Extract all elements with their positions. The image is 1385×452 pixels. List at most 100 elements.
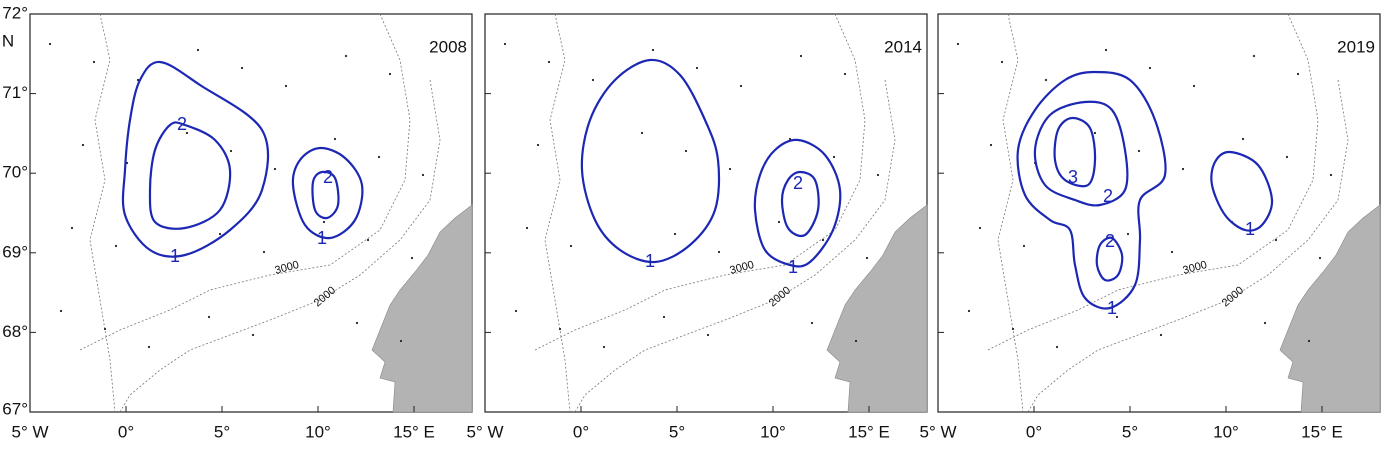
- station: [503, 42, 507, 46]
- station: [989, 143, 993, 147]
- x-tick-label: 5° W: [466, 422, 503, 441]
- bathymetry-line: [987, 13, 1319, 351]
- station: [865, 256, 869, 260]
- station: [207, 315, 211, 319]
- station: [377, 155, 381, 159]
- station: [240, 66, 244, 70]
- contour-label: 1: [1107, 298, 1117, 318]
- x-tick-label: 5° W: [919, 422, 956, 441]
- y-tick-label: 70°: [2, 163, 28, 182]
- y-axis-unit: N: [2, 31, 14, 50]
- bathymetry-line: [544, 13, 571, 413]
- station: [1137, 149, 1141, 153]
- station: [1263, 321, 1267, 325]
- contour-label: 2: [323, 167, 333, 187]
- station: [262, 250, 266, 254]
- contour-line: [780, 170, 820, 238]
- x-tick-label: 10°: [305, 422, 331, 441]
- station: [229, 149, 233, 153]
- contour-line: [291, 146, 364, 240]
- panel-year: 2014: [884, 37, 922, 56]
- station: [70, 226, 74, 230]
- contour-label: 1: [788, 257, 798, 277]
- station: [1274, 238, 1278, 242]
- station: [569, 244, 573, 248]
- contour-label: 2: [793, 173, 803, 193]
- station: [1022, 244, 1026, 248]
- station: [854, 339, 858, 343]
- station: [59, 309, 63, 313]
- bathymetry-line: [79, 13, 411, 351]
- station: [651, 48, 655, 52]
- station: [876, 173, 880, 177]
- station: [1329, 173, 1333, 177]
- station: [92, 60, 96, 64]
- x-tick-label: 10°: [760, 422, 786, 441]
- station: [525, 226, 529, 230]
- station: [843, 72, 847, 76]
- station: [273, 167, 277, 171]
- y-tick-label: 72°: [2, 3, 28, 22]
- station: [114, 244, 118, 248]
- station: [366, 238, 370, 242]
- x-tick-label: 15° E: [1301, 422, 1343, 441]
- station: [1318, 256, 1322, 260]
- station: [399, 339, 403, 343]
- y-tick-label: 69°: [2, 242, 28, 261]
- station: [1159, 333, 1163, 337]
- x-tick-label: 5° W: [11, 422, 48, 441]
- station: [1192, 84, 1196, 88]
- station: [799, 54, 803, 58]
- station: [1044, 78, 1048, 82]
- station: [739, 84, 743, 88]
- station: [717, 250, 721, 254]
- contour-label: 1: [317, 228, 327, 248]
- station: [218, 232, 222, 236]
- station: [1252, 54, 1256, 58]
- y-tick-label: 67°: [2, 399, 28, 418]
- station: [662, 315, 666, 319]
- station: [1307, 339, 1311, 343]
- station: [185, 131, 189, 135]
- station: [344, 54, 348, 58]
- contour-line: [1033, 100, 1129, 207]
- contour-line: [1210, 150, 1274, 232]
- station: [48, 42, 52, 46]
- station: [956, 42, 960, 46]
- coastline: [1279, 204, 1381, 413]
- contour-label: 1: [645, 251, 655, 271]
- station: [514, 309, 518, 313]
- station: [1126, 232, 1130, 236]
- station: [355, 321, 359, 325]
- station: [832, 155, 836, 159]
- station: [1093, 131, 1097, 135]
- station: [728, 167, 732, 171]
- panel-year: 2019: [1337, 37, 1375, 56]
- station: [251, 333, 255, 337]
- x-tick-label: 5°: [1122, 422, 1138, 441]
- x-tick-label: 0°: [118, 422, 134, 441]
- station: [333, 137, 337, 141]
- station: [536, 143, 540, 147]
- station: [1104, 48, 1108, 52]
- station: [640, 131, 644, 135]
- station: [821, 238, 825, 242]
- station: [684, 149, 688, 153]
- station: [1170, 250, 1174, 254]
- contour-line: [311, 170, 340, 220]
- station: [810, 321, 814, 325]
- station: [196, 48, 200, 52]
- station: [322, 220, 326, 224]
- station: [81, 143, 85, 147]
- station: [1011, 327, 1015, 331]
- station: [591, 78, 595, 82]
- station: [147, 345, 151, 349]
- station: [388, 72, 392, 76]
- bathymetry-line: [89, 13, 116, 413]
- station: [547, 60, 551, 64]
- x-tick-label: 0°: [573, 422, 589, 441]
- bathymetry-line: [574, 79, 896, 413]
